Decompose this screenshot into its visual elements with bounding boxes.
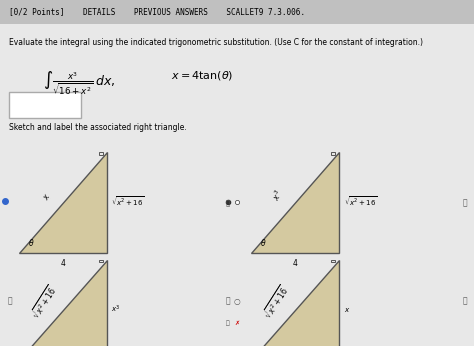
- Text: $\theta$: $\theta$: [260, 345, 266, 346]
- Text: $\sqrt{x^2+16}$: $\sqrt{x^2+16}$: [344, 195, 377, 209]
- Text: $x^3$: $x^3$: [270, 188, 286, 203]
- Polygon shape: [251, 152, 339, 253]
- Text: $\theta$: $\theta$: [27, 237, 34, 248]
- Text: $x$: $x$: [344, 306, 350, 314]
- Text: $x$: $x$: [42, 191, 53, 202]
- Polygon shape: [19, 152, 107, 253]
- Text: [0/2 Points]    DETAILS    PREVIOUS ANSWERS    SCALLET9 7.3.006.: [0/2 Points] DETAILS PREVIOUS ANSWERS SC…: [9, 8, 305, 17]
- Text: Evaluate the integral using the indicated trigonometric substitution. (Use C for: Evaluate the integral using the indicate…: [9, 38, 423, 47]
- Text: ⓘ: ⓘ: [462, 198, 467, 207]
- Text: $\sqrt{x^2+16}$: $\sqrt{x^2+16}$: [111, 195, 145, 209]
- Polygon shape: [19, 260, 107, 346]
- Polygon shape: [251, 260, 339, 346]
- Text: ✗: ✗: [234, 321, 240, 326]
- Text: ⓘ: ⓘ: [7, 297, 12, 306]
- Text: ○: ○: [234, 297, 240, 306]
- Text: ⓘ: ⓘ: [226, 321, 229, 326]
- FancyBboxPatch shape: [9, 92, 81, 118]
- Text: ⓘ: ⓘ: [225, 297, 230, 306]
- Text: $x^3$: $x^3$: [111, 304, 121, 315]
- Text: $\sqrt{x^2+16}$: $\sqrt{x^2+16}$: [28, 282, 61, 322]
- Text: $x = 4\tan(\theta)$: $x = 4\tan(\theta)$: [171, 69, 233, 82]
- Text: $\theta$: $\theta$: [260, 237, 266, 248]
- Text: ⓘ: ⓘ: [462, 297, 467, 306]
- Bar: [0, 0, 474, 24]
- Text: $\int \frac{x^3}{\sqrt{16 + x^2}}\,dx,$: $\int \frac{x^3}{\sqrt{16 + x^2}}\,dx,$: [43, 69, 115, 97]
- Text: 4: 4: [292, 259, 298, 268]
- Text: ⓘ: ⓘ: [226, 199, 229, 206]
- Text: Sketch and label the associated right triangle.: Sketch and label the associated right tr…: [9, 123, 187, 132]
- Text: 4: 4: [60, 259, 65, 268]
- Text: $\theta$: $\theta$: [27, 345, 34, 346]
- Text: $\sqrt{x^2+16}$: $\sqrt{x^2+16}$: [260, 282, 293, 322]
